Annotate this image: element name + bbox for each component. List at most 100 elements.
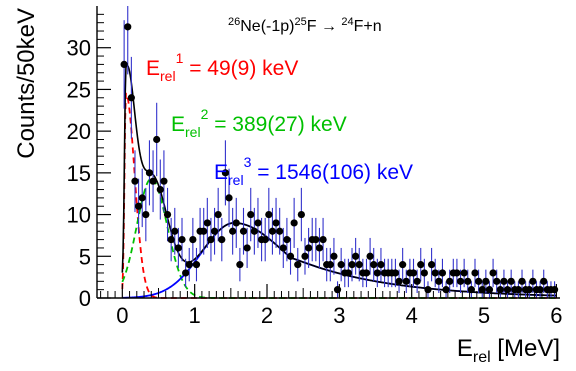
data-point-50 [301,252,309,260]
fit-component-state2 [121,177,557,299]
data-point-80 [409,269,418,277]
data-point-8 [149,177,157,185]
state-3-label-value: = 1546(106) keV [251,161,413,184]
data-point-98 [475,277,483,285]
data-point-92 [453,269,461,277]
data-point-34 [243,244,251,252]
data-point-43 [276,227,284,235]
y-tick-label-25: 25 [67,77,91,102]
data-point-81 [413,277,421,285]
data-point-13 [167,236,175,244]
data-point-45 [283,236,291,244]
data-point-95 [464,277,472,285]
x-tick-label-6: 6 [550,303,562,328]
data-point-51 [305,244,313,252]
data-point-47 [290,219,298,227]
data-point-17 [182,269,190,277]
data-point-15 [174,244,182,252]
data-point-9 [153,135,161,144]
data-point-54 [315,244,324,252]
data-point-119 [550,286,559,294]
y-tick-label-10: 10 [67,203,91,228]
data-point-71 [377,261,385,269]
data-point-57 [326,261,334,269]
reaction-part-2: 25 [294,16,306,28]
state-1-label-sup: 1 [176,50,184,66]
data-point-11 [160,177,168,185]
data-point-5 [138,194,146,202]
state-3-label-main: E [214,161,228,184]
x-tick-label-2: 2 [261,303,273,328]
data-point-107 [507,277,515,285]
data-point-115 [536,286,544,294]
data-point-82 [417,261,425,269]
data-point-100 [482,277,490,285]
data-point-96 [467,286,475,294]
x-tick-label-4: 4 [406,303,418,328]
state-2-label-main: E [171,113,185,136]
data-point-26 [214,210,222,219]
data-point-39 [261,236,269,244]
x-tick-label-3: 3 [333,303,345,328]
data-point-112 [525,286,533,294]
y-tick-label-30: 30 [67,36,91,61]
data-point-4 [134,202,143,210]
reaction-part-6: 24 [341,16,353,28]
data-point-76 [395,277,403,285]
data-point-62 [344,269,352,277]
data-point-23 [203,219,211,227]
data-point-7 [145,169,154,177]
state-3-label-sub: rel [228,172,244,188]
data-point-37 [254,219,262,227]
data-point-97 [471,269,479,277]
state-1-label-sub: rel [160,68,176,84]
data-point-113 [529,277,537,285]
data-point-3 [131,177,139,185]
state-1-label-main: E [146,57,160,80]
data-point-29 [225,194,233,202]
data-point-104 [496,286,504,294]
data-point-78 [402,277,410,285]
axes: 0 5 10 15 20 25 30 0 1 2 3 4 5 6 Counts/50keV Erel [MeV… [13,6,563,366]
error-bars [123,6,556,298]
data-point-86 [431,269,439,277]
x-axis-label-main: E [457,335,473,362]
reaction-part-1: Ne(-1p) [240,18,294,35]
reaction-part-3: F [307,18,321,35]
data-point-48 [294,261,302,269]
data-point-28 [221,169,230,177]
y-tick-label-5: 5 [79,244,91,269]
data-point-35 [247,210,255,219]
state-2-energy-label: Erel2 = 389(27) keV [171,106,347,140]
data-point-18 [185,261,193,269]
state-2-label-sub: rel [185,124,201,140]
data-points [120,23,559,294]
x-tick-label-1: 1 [189,303,201,328]
data-point-49 [297,210,305,219]
data-point-42 [272,219,280,227]
data-point-106 [503,286,512,294]
state-2-label-sup: 2 [201,106,209,122]
y-tick-label-0: 0 [79,286,91,311]
y-tick-label-20: 20 [67,119,91,144]
y-tick-label-15: 15 [67,161,91,186]
data-point-22 [200,227,208,235]
state-3-label-sup: 3 [244,154,252,170]
data-point-32 [236,261,244,269]
data-point-46 [286,252,295,260]
data-point-116 [540,277,548,285]
x-tick-label-0: 0 [116,303,128,328]
data-point-93 [456,277,465,285]
data-point-64 [352,252,360,260]
reaction-part-0: 26 [228,16,240,28]
data-point-88 [438,269,447,277]
data-point-16 [178,236,186,244]
data-point-12 [163,210,172,219]
data-point-69 [370,261,378,269]
data-point-70 [373,269,381,277]
state-2-label-value: = 389(27) keV [208,113,346,136]
reaction-part-7: F+n [354,18,382,35]
data-point-44 [279,244,287,252]
